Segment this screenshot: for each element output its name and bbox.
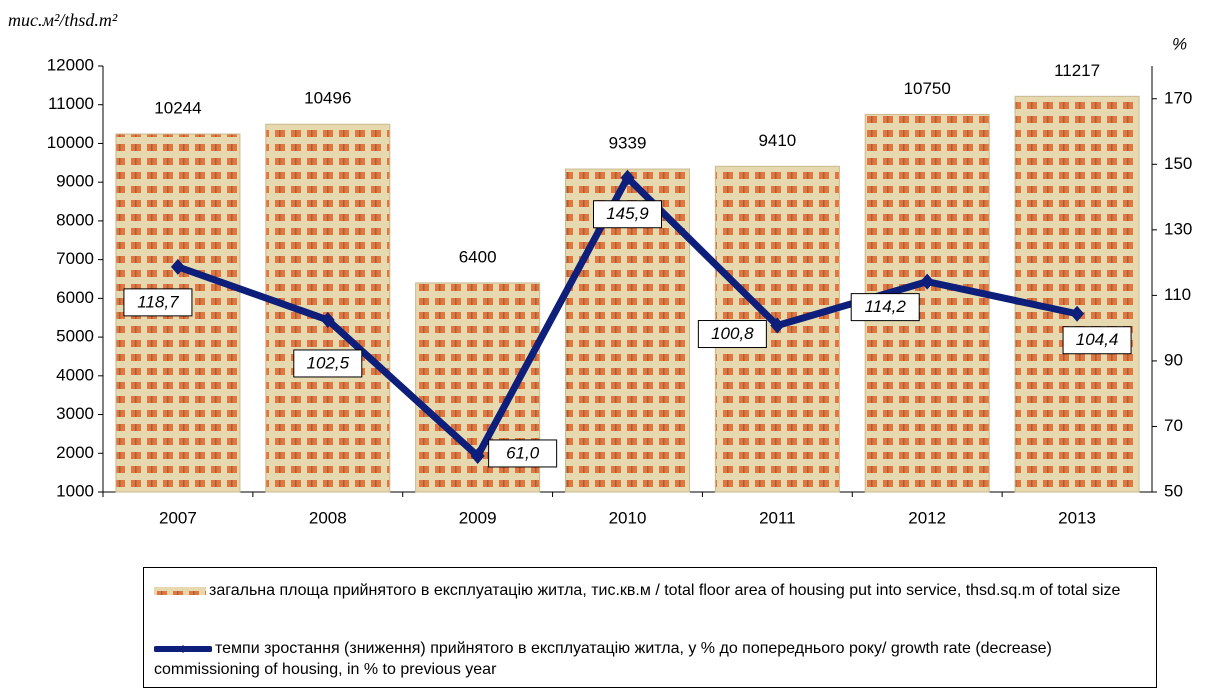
legend-key	[154, 644, 212, 653]
line-value-label: 100,8	[711, 324, 754, 343]
bar-value-label: 10244	[154, 98, 201, 117]
y-tick-label: 3000	[56, 404, 94, 423]
line-marker	[1070, 305, 1085, 322]
label-box	[293, 349, 363, 378]
y2-tick-label: 150	[1164, 154, 1192, 173]
line-marker	[470, 447, 485, 464]
y-tick-label: 4000	[56, 365, 94, 384]
legend-key	[154, 586, 206, 595]
label-box	[1062, 326, 1132, 355]
y-tick-label: 2000	[56, 443, 94, 462]
y-tick-label: 12000	[47, 55, 94, 74]
x-tick-label: 2013	[1058, 508, 1096, 527]
label-box	[593, 200, 662, 229]
label-box	[123, 288, 193, 317]
x-tick-label: 2008	[309, 508, 347, 527]
bar-value-label: 10750	[904, 79, 951, 98]
line-value-label: 118,7	[137, 292, 179, 311]
line-marker	[920, 273, 935, 290]
y2-tick-label: 170	[1164, 88, 1192, 107]
y-tick-label: 10000	[47, 133, 94, 152]
line-value-label: 61,0	[506, 443, 540, 462]
y-tick-label: 9000	[56, 172, 94, 191]
x-tick-label: 2012	[908, 508, 946, 527]
line-marker	[170, 258, 185, 275]
label-box	[697, 320, 767, 349]
x-tick-label: 2010	[609, 508, 647, 527]
y-tick-label: 5000	[56, 327, 94, 346]
label-box	[850, 293, 920, 322]
line-marker	[770, 317, 785, 334]
bar	[1014, 95, 1140, 493]
line-value-label: 145,9	[606, 204, 649, 223]
label-box	[488, 439, 558, 468]
line-value-label: 114,2	[865, 297, 907, 316]
legend-label: загальна площа прийнятого в експлуатацію…	[209, 582, 1121, 599]
y2-tick-label: 90	[1164, 350, 1183, 369]
bar-value-label: 11217	[1054, 61, 1100, 80]
y2-tick-label: 130	[1164, 219, 1192, 238]
x-tick-label: 2009	[459, 508, 497, 527]
y-tick-label: 11000	[48, 94, 94, 113]
line-value-label: 102,5	[307, 353, 350, 372]
y-tick-label: 6000	[56, 288, 94, 307]
x-tick-label: 2011	[759, 508, 796, 527]
bar-value-label: 10496	[304, 89, 351, 108]
legend: загальна площа прийнятого в експлуатацію…	[143, 567, 1157, 688]
y-tick-label: 1000	[56, 481, 94, 500]
chart: тис.м²/thsd.m² % 1000 2000 3000 4000 5000 600…	[8, 10, 1192, 527]
line-marker	[620, 169, 635, 186]
legend-entry: темпи зростання (зниження) прийнятого в …	[154, 638, 1144, 680]
y-tick-label: 8000	[56, 210, 94, 229]
line-value-label: 104,4	[1076, 330, 1119, 349]
y2-tick-label: 50	[1164, 481, 1183, 500]
legend-label: темпи зростання (зниження) прийнятого в …	[154, 640, 1052, 678]
line-marker	[320, 311, 335, 328]
y2-tick-label: 110	[1164, 285, 1191, 304]
legend-entry: загальна площа прийнятого в експлуатацію…	[154, 580, 1144, 601]
y2-tick-label: 70	[1164, 416, 1183, 435]
bar-value-label: 6400	[459, 247, 497, 266]
y2-axis-label: %	[1172, 34, 1187, 53]
y-axis-label: тис.м²/thsd.m²	[8, 10, 118, 30]
bar-value-label: 9410	[758, 131, 796, 150]
bar-value-label: 9339	[609, 134, 647, 153]
y-tick-label: 7000	[56, 249, 94, 268]
x-tick-label: 2007	[159, 508, 197, 527]
